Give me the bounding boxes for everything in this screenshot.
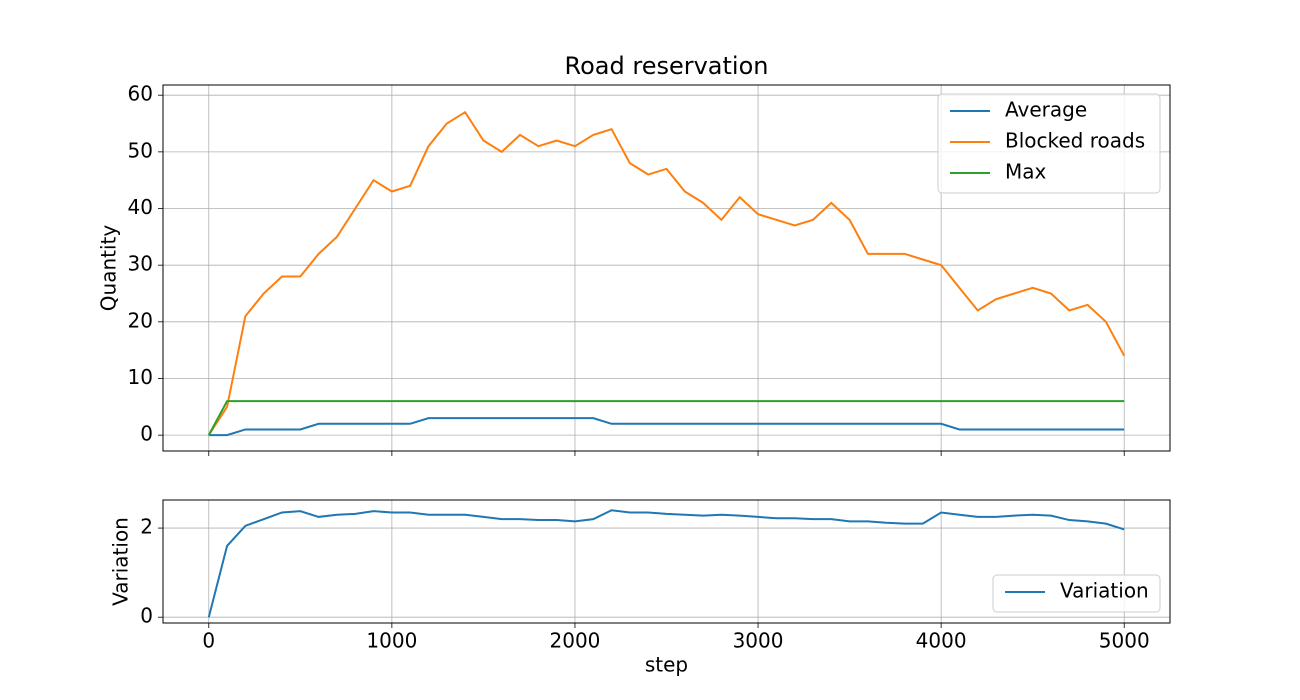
legend-box [937,93,1161,194]
x-tick-label: 0 [202,629,215,653]
legend-label: Max [1005,160,1047,184]
plot-frame [162,499,1171,624]
legend-box [992,574,1161,613]
y-tick-label: 20 [128,308,153,332]
series-line [208,417,1125,437]
x-tick-label: 1000 [366,629,417,653]
series-line [207,509,1125,618]
legend-label: Blocked roads [1005,129,1145,153]
y-tick-label: 0 [140,422,153,446]
x-tick-label: 3000 [733,629,784,653]
y-axis-label: Variation [109,517,133,606]
x-tick-label: 4000 [916,629,967,653]
x-axis-label: step [645,653,688,677]
x-tick-label: 5000 [1099,629,1150,653]
y-tick-label: 50 [128,138,153,162]
y-tick-label: 2 [140,515,153,539]
y-tick-label: 10 [128,365,153,389]
legend-label: Average [1005,98,1087,122]
series-line [207,110,1126,436]
chart-title: Road reservation [565,52,769,80]
y-tick-label: 30 [128,252,153,276]
legend-label: Variation [1060,579,1149,603]
plot-frame [162,84,1171,452]
y-tick-label: 0 [140,604,153,628]
y-axis-label: Quantity [97,225,121,312]
y-tick-label: 40 [128,195,153,219]
x-tick-label: 2000 [550,629,601,653]
series-line [207,400,1125,436]
y-tick-label: 60 [128,82,153,106]
